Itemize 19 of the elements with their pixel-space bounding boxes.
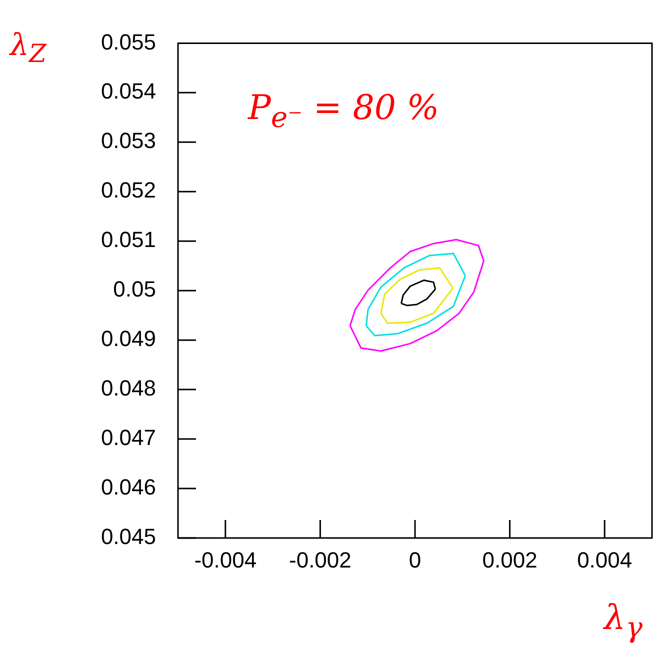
y-tick-label: 0.046 — [100, 474, 156, 500]
y-tick-label: 0.05 — [113, 276, 156, 302]
x-axis-title: λ$_{γ}$ — [604, 598, 642, 644]
annotation: P$_{e⁻}$ = 80 % — [248, 88, 440, 134]
y-tick-label: 0.049 — [100, 326, 156, 352]
y-axis-title: λ$_{Z}$ — [10, 28, 46, 68]
y-tick-label: 0.051 — [100, 227, 156, 252]
x-tick-label: 0.002 — [482, 547, 538, 572]
x-tick-label: -0.002 — [289, 547, 352, 572]
y-tick-label: 0.055 — [100, 29, 156, 54]
y-tick-label: 0.053 — [100, 128, 156, 154]
y-tick-label: 0.047 — [100, 425, 156, 450]
x-tick-label: 0 — [408, 547, 422, 572]
x-tick-label: -0.004 — [194, 547, 257, 572]
y-tick-label: 0.045 — [100, 524, 156, 550]
y-tick-label: 0.054 — [100, 78, 156, 104]
y-tick-label: 0.048 — [100, 376, 156, 401]
y-tick-label: 0.052 — [100, 178, 156, 203]
x-tick-label: 0.004 — [577, 547, 632, 572]
